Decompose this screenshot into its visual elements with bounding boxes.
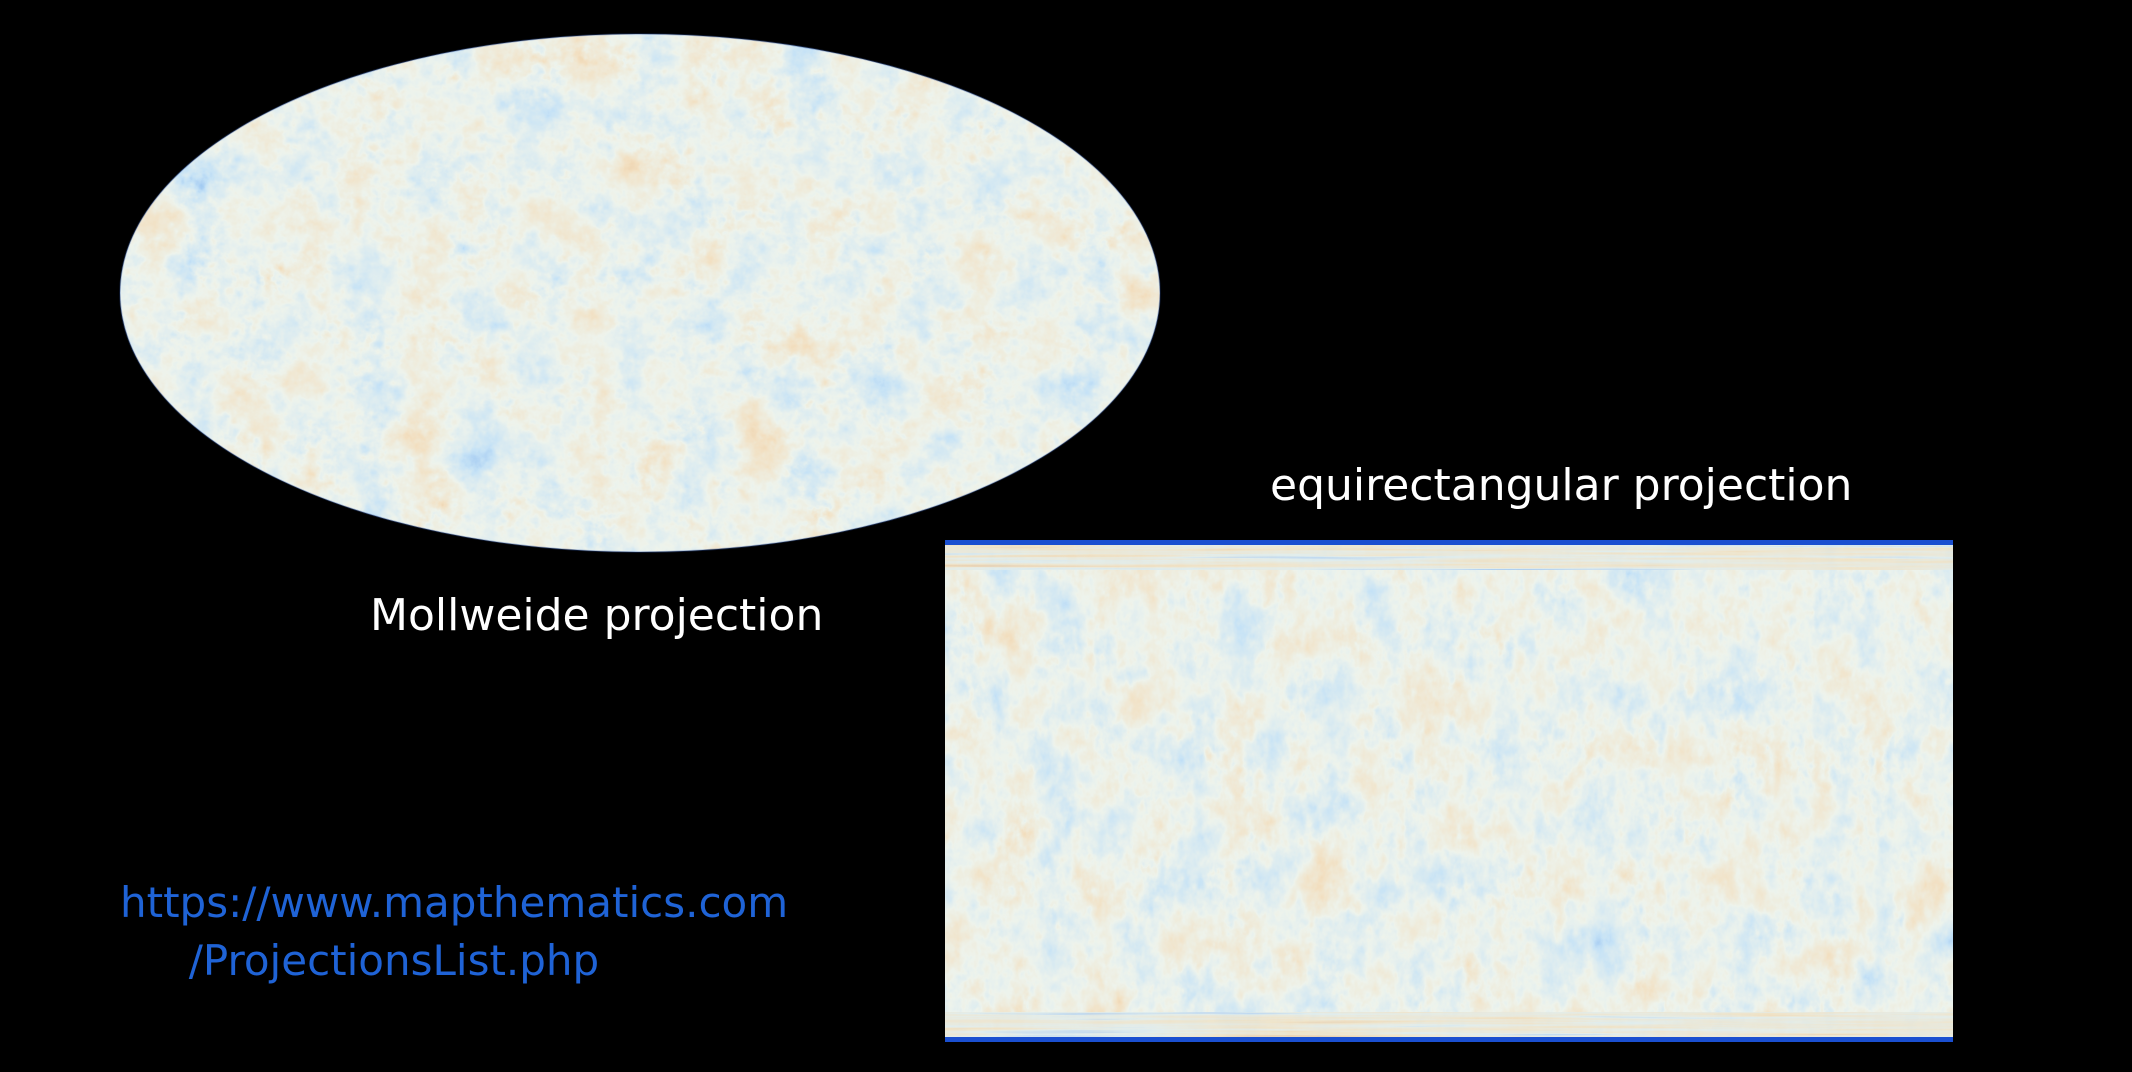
link-line-1: https://www.mapthematics.com [120,878,789,927]
mollweide-caption: Mollweide projection [370,590,824,641]
equirectangular-map [945,540,1953,1042]
mollweide-sky-texture [120,34,1160,552]
mapthematics-link[interactable]: https://www.mapthematics.com /Projection… [120,874,789,990]
mollweide-map [119,33,1161,553]
equirectangular-caption: equirectangular projection [1270,460,1853,511]
equirectangular-sky-texture [945,540,1953,1042]
link-line-2: /ProjectionsList.php [188,936,600,985]
